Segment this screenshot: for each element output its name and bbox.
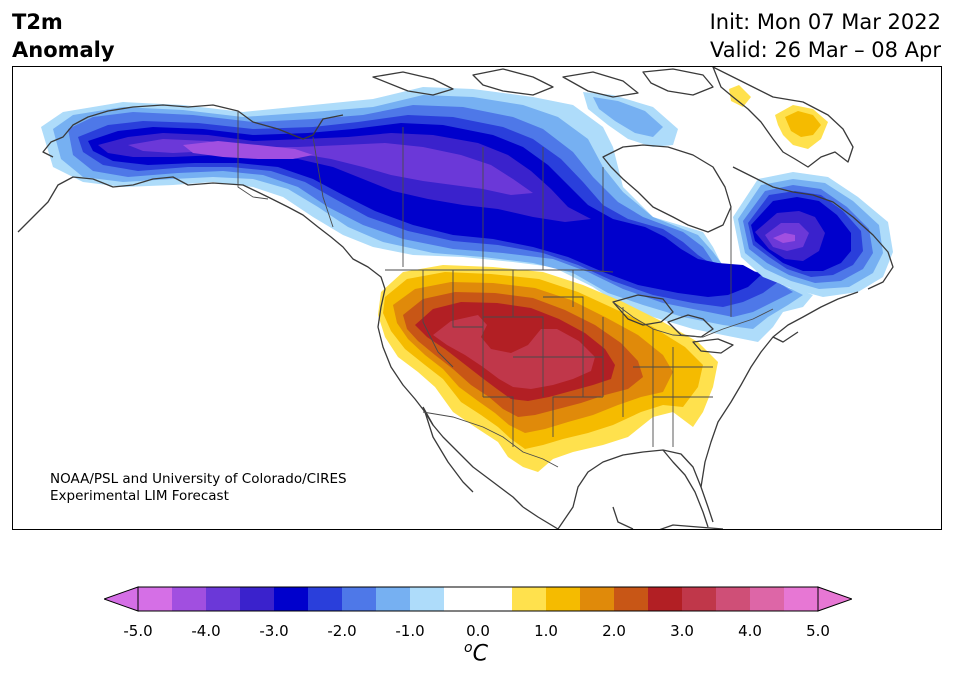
state-borders [237,111,774,468]
colorbar-tick-label: 1.0 [534,622,558,640]
florida-coast [662,449,709,528]
cold-contour-minus-4-5 [183,141,313,159]
labrador-coast [732,166,894,290]
warm-contour-plus-3-0 [433,315,595,389]
colorbar-bin [750,587,785,611]
colorbar-tick-label: -5.0 [123,622,153,640]
cuba-coast [659,524,724,529]
colorbar-bin [206,587,241,611]
colorbar-bin [274,587,309,611]
cold-contour-minus-1-0 [593,97,663,137]
us-canada-border [385,269,774,338]
great-lakes [612,294,734,354]
us-mexico-border [422,411,559,468]
colorbar-bin [784,587,819,611]
colorbar-bin [580,587,615,611]
colorbar-bin [512,587,547,611]
colorbar-bin [614,587,649,611]
colorbar-bin [648,587,683,611]
title-line-2: Anomaly [12,38,115,62]
colorbar-unit-degree: o [464,640,473,656]
colorbar-bin [172,587,207,611]
colorbar-tick-label: 5.0 [806,622,830,640]
forecast-dates: Init: Mon 07 Mar 2022 Valid: 26 Mar – 08… [710,8,941,64]
colorbar-tick-label: -2.0 [327,622,357,640]
us-state-borders [422,270,713,447]
colorbar-bin [138,587,173,611]
title-line-1: T2m [12,10,63,34]
colorbar-low-extend [104,586,139,612]
colorbar-bin [716,587,751,611]
colorbar-bin [682,587,717,611]
cold-contour-minus-2-5 [88,123,761,297]
colorbar-bin [342,587,377,611]
colorbar-bin [478,587,513,611]
cold-contour-minus-4-0 [773,233,795,243]
colorbar-tick-label: 0.0 [466,622,490,640]
map-panel: NOAA/PSL and University of Colorado/CIRE… [12,66,942,530]
credit-line-2: Experimental LIM Forecast [50,488,229,504]
colorbar-high-extend [817,586,852,612]
colorbar-bin [410,587,445,611]
init-date: Init: Mon 07 Mar 2022 [709,10,941,34]
northwest-cold-anomaly [41,87,813,342]
colorbar-tick-label: -4.0 [191,622,221,640]
colorbar-tick-label: -3.0 [259,622,289,640]
canada-province-borders [312,127,732,317]
hudson-bay-cold-anomaly [583,92,678,147]
colorbar-bin [240,587,275,611]
arctic-archipelago [372,68,714,98]
baja-coast [422,406,474,493]
map-title: T2m Anomaly [12,8,115,64]
alaska-coast [17,104,386,290]
colorbar-tick-label: -1.0 [395,622,425,640]
anomaly-map: NOAA/PSL and University of Colorado/CIRE… [17,67,894,529]
valid-date: Valid: 26 Mar – 08 Apr [710,38,941,62]
credit-line-1: NOAA/PSL and University of Colorado/CIRE… [50,471,347,487]
cold-contour-minus-3-0 [98,133,591,222]
colorbar-tick-label: 3.0 [670,622,694,640]
alaska-canada-border [237,111,269,200]
colorbar [104,586,852,612]
colorbar-bin [308,587,343,611]
coastlines [17,67,894,529]
warm-contour-plus-1-0 [785,111,821,137]
colorbar-unit-letter: C [472,641,488,667]
gulf-coast [522,449,714,529]
colorbar-bin [546,587,581,611]
colorbar-bin [444,587,479,611]
greenland-coast [712,67,854,168]
greenland-warm-anomaly [729,85,828,149]
colorbar-tick-label: 2.0 [602,622,626,640]
cold-contour-minus-3-5 [128,139,533,195]
atlantic-coast [700,291,859,488]
colorbar-bin [376,587,411,611]
warm-contour-plus-0-5 [729,85,751,107]
colorbar-tick-label: 4.0 [738,622,762,640]
colorbar-unit: oC [464,640,488,666]
hudson-bay [602,144,732,233]
quebec-cold-anomaly [733,172,893,297]
